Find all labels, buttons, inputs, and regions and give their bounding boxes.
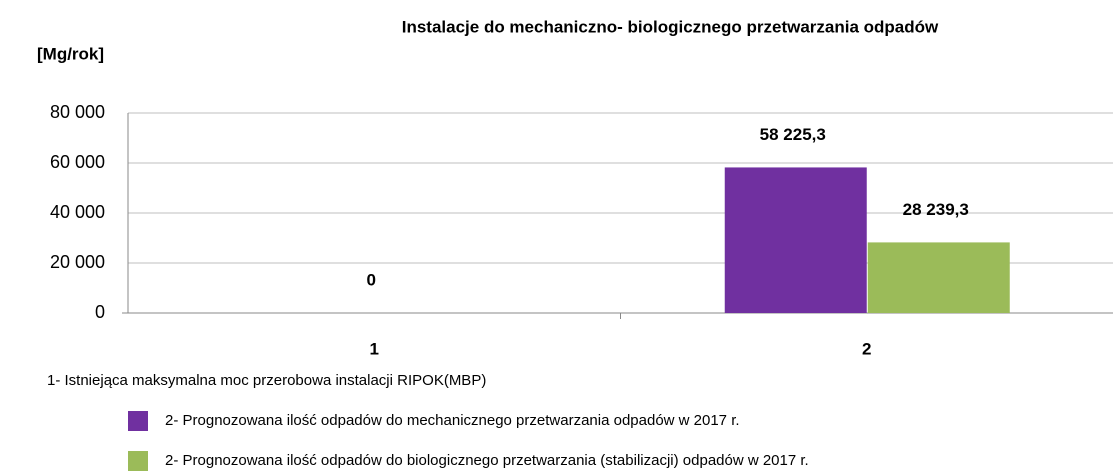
legend-swatch	[128, 451, 148, 471]
data-label: 0	[367, 270, 376, 289]
x-tick-label: 2	[862, 339, 871, 358]
y-tick-label: 80 000	[50, 102, 105, 122]
y-tick-label: 60 000	[50, 152, 105, 172]
y-tick-label: 40 000	[50, 202, 105, 222]
bar	[867, 242, 1010, 313]
bar	[724, 167, 867, 313]
legend-label: 2- Prognozowana ilość odpadów do mechani…	[165, 412, 740, 429]
y-tick-label: 20 000	[50, 252, 105, 272]
y-axis-label: [Mg/rok]	[37, 44, 104, 63]
data-label: 58 225,3	[760, 125, 826, 144]
legend-swatch	[128, 411, 148, 431]
data-label: 28 239,3	[903, 200, 969, 219]
legend-label: 1- Istniejąca maksymalna moc przerobowa …	[47, 372, 486, 389]
legend-label: 2- Prognozowana ilość odpadów do biologi…	[165, 452, 809, 469]
chart-title: Instalacje do mechaniczno- biologicznego…	[402, 17, 939, 36]
y-tick-label: 0	[95, 302, 105, 322]
x-tick-label: 1	[370, 339, 379, 358]
